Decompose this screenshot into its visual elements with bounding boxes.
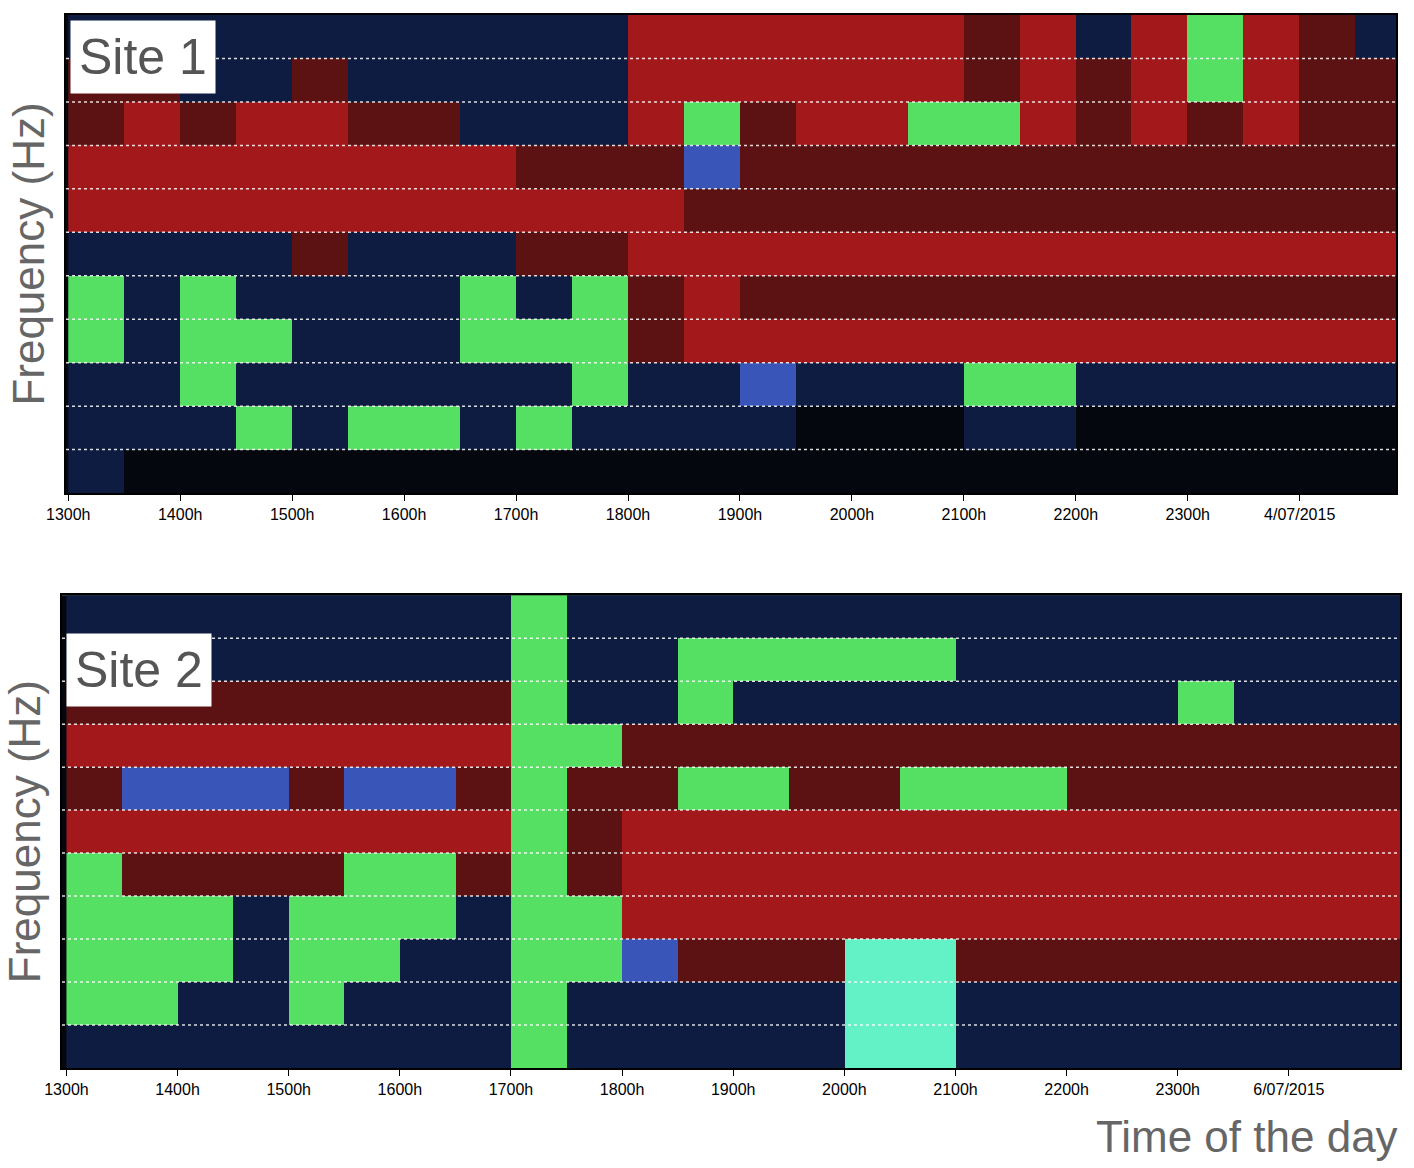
svg-text:1900h: 1900h [711,1081,756,1098]
svg-text:1400h: 1400h [158,506,203,523]
svg-text:Frequency (Hz): Frequency (Hz) [0,680,49,983]
svg-text:2000h: 2000h [822,1081,867,1098]
svg-text:Site 1: Site 1 [79,29,207,85]
svg-text:2100h: 2100h [933,1081,978,1098]
svg-text:2300h: 2300h [1166,506,1211,523]
svg-text:1800h: 1800h [606,506,651,523]
svg-text:1500h: 1500h [266,1081,311,1098]
svg-text:1900h: 1900h [718,506,763,523]
svg-text:4/07/2015: 4/07/2015 [1264,506,1335,523]
svg-text:1700h: 1700h [489,1081,533,1098]
svg-text:Site 2: Site 2 [75,642,203,698]
svg-text:2100h: 2100h [942,506,987,523]
svg-text:2300h: 2300h [1155,1081,1200,1098]
svg-text:6/07/2015: 6/07/2015 [1253,1081,1324,1098]
svg-text:2000h: 2000h [830,506,875,523]
svg-text:Frequency (Hz): Frequency (Hz) [4,102,53,405]
svg-text:1400h: 1400h [155,1081,200,1098]
svg-text:1500h: 1500h [270,506,315,523]
svg-text:1800h: 1800h [600,1081,645,1098]
svg-text:1600h: 1600h [378,1081,423,1098]
svg-text:1600h: 1600h [382,506,427,523]
svg-text:2200h: 2200h [1054,506,1099,523]
svg-text:Time of the day: Time of the day [1096,1112,1398,1161]
svg-text:2200h: 2200h [1044,1081,1089,1098]
svg-text:1300h: 1300h [44,1081,89,1098]
svg-text:1700h: 1700h [494,506,539,523]
svg-text:1300h: 1300h [46,506,91,523]
